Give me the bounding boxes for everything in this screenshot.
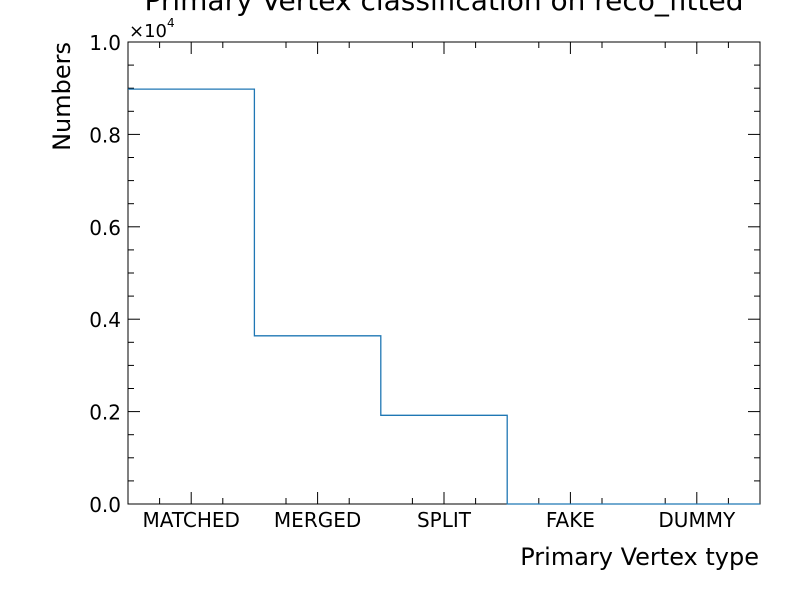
y-tick-label: 1.0 [89,31,121,55]
plot-frame [127,41,761,505]
y-axis: 0.0 0.2 0.4 0.6 0.8 1.0 [89,31,760,517]
plot-frame-border [127,41,761,505]
y-tick-label: 0.6 [89,216,121,240]
y-tick-label: 0.8 [89,123,121,147]
series-layer [128,88,760,505]
y-tick-label: 0.4 [89,308,121,332]
y-scale-multiplier: ×104 [129,16,175,42]
chart-title: Primary Vertex classification on reco_fi… [144,0,743,17]
y-scale-exponent: 4 [167,16,175,30]
x-tick-label: SPLIT [417,508,472,532]
x-axis-label: Primary Vertex type [520,543,759,571]
y-scale-base: ×10 [129,21,167,42]
y-axis-label: Numbers [48,42,76,151]
x-tick-label: MERGED [274,508,361,532]
y-tick-label: 0.0 [89,493,121,517]
x-axis: MATCHED MERGED SPLIT FAKE DUMMY [142,42,736,532]
x-tick-label: MATCHED [142,508,239,532]
x-tick-label: FAKE [546,508,595,532]
histogram-step-line [128,88,760,505]
y-tick-label: 0.2 [89,401,121,425]
x-tick-label: DUMMY [658,508,736,532]
